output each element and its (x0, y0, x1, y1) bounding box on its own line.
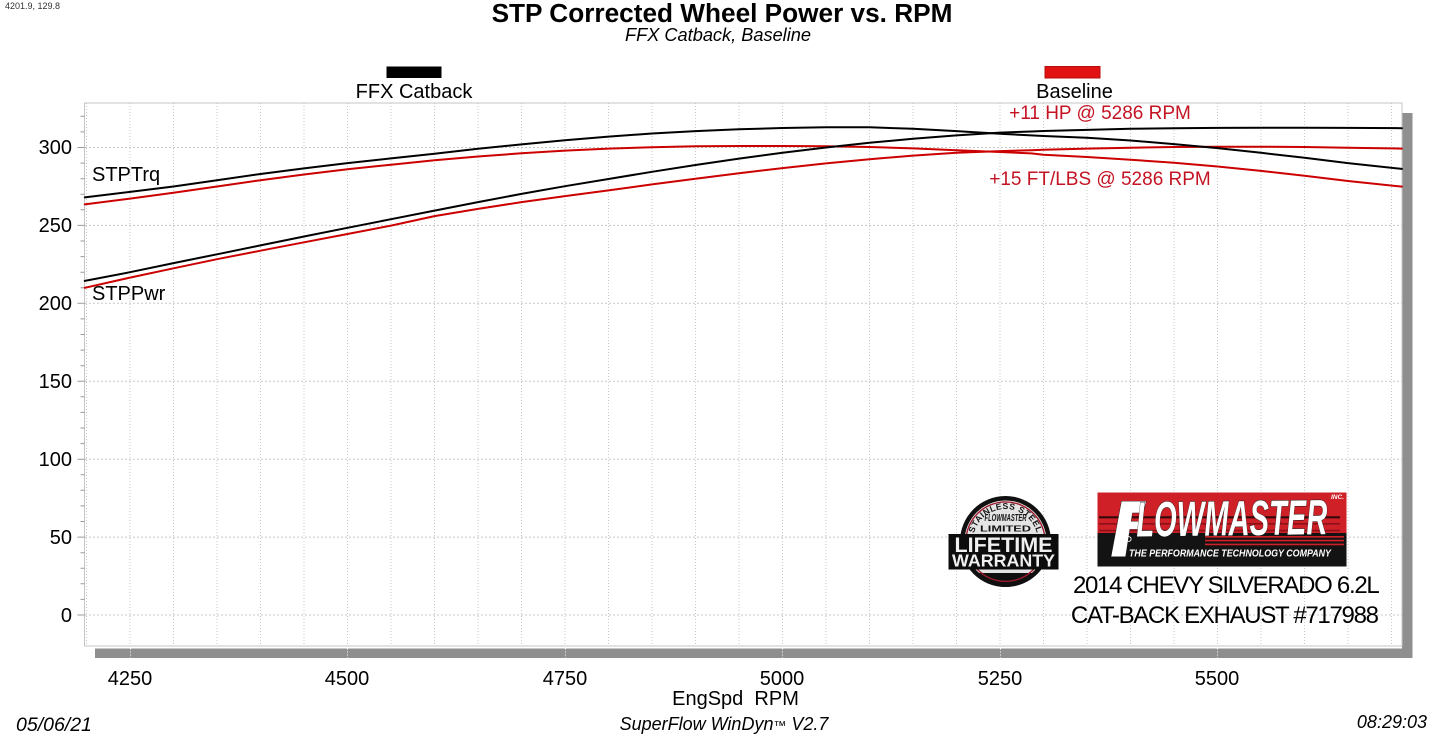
svg-text:INC.: INC. (1331, 494, 1344, 501)
svg-text:LOWMASTER: LOWMASTER (1136, 490, 1328, 547)
svg-text:THE PERFORMANCE TECHNOLOGY COM: THE PERFORMANCE TECHNOLOGY COMPANY (1129, 549, 1332, 560)
svg-text:WARRANTY: WARRANTY (952, 551, 1055, 571)
svg-text:LIFETIME: LIFETIME (955, 533, 1053, 557)
svg-text:LIMITED: LIMITED (980, 524, 1031, 534)
svg-text:FLOWMASTER: FLOWMASTER (985, 513, 1027, 524)
